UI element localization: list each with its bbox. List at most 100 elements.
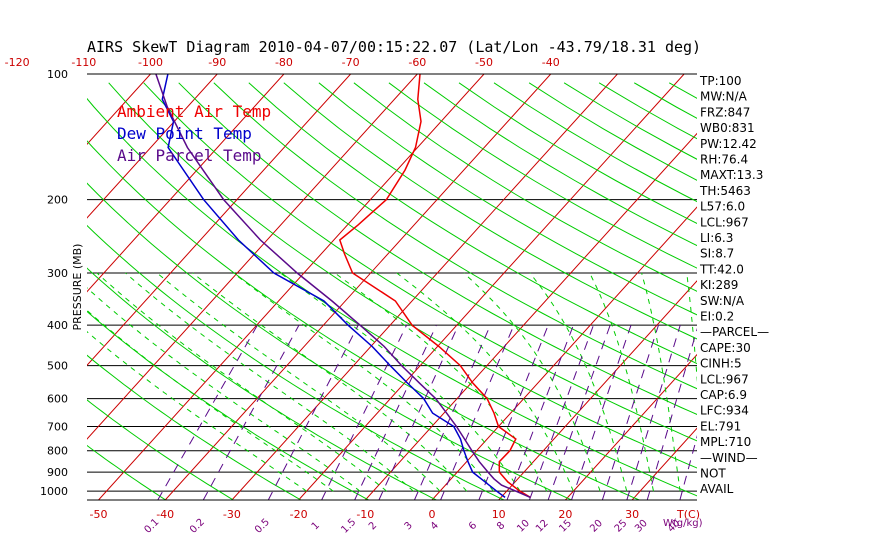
mixing-ratio-tick: 20 bbox=[588, 518, 605, 535]
top-temp-tick: -50 bbox=[475, 56, 493, 69]
dry-adiabat-line bbox=[87, 444, 166, 500]
bottom-temp-tick: -50 bbox=[90, 508, 108, 521]
isotherm-line bbox=[87, 74, 352, 367]
stat-line: LI:6.3 bbox=[700, 231, 733, 245]
bottom-temp-tick: 10 bbox=[492, 508, 506, 521]
stat-line: MPL:710 bbox=[700, 435, 751, 449]
pressure-tick: 200 bbox=[47, 194, 68, 207]
stat-line: EL:791 bbox=[700, 419, 741, 433]
mixing-ratio-tick: 8 bbox=[495, 520, 507, 532]
moist-adiabat-line bbox=[96, 272, 387, 492]
dry-adiabat-line bbox=[87, 224, 505, 500]
pressure-tick: 300 bbox=[47, 267, 68, 280]
isotherm-line bbox=[87, 74, 418, 440]
stat-line: TT:42.0 bbox=[699, 262, 744, 276]
mixing-ratio-tick: 2 bbox=[367, 520, 379, 532]
pressure-tick: 400 bbox=[47, 319, 68, 332]
moist-adiabat-line bbox=[463, 272, 601, 492]
mixing-ratio-tick: 0.2 bbox=[188, 517, 207, 536]
isotherm-line bbox=[87, 74, 218, 219]
isotherm-line bbox=[0, 74, 17, 500]
ambient-temp-line bbox=[338, 74, 531, 499]
stat-line: LFC:934 bbox=[700, 404, 749, 418]
mixing-ratio-line bbox=[601, 325, 659, 500]
stat-line: TH:5463 bbox=[699, 184, 751, 198]
mixing-ratio-line bbox=[378, 324, 459, 500]
isotherm-line bbox=[498, 280, 697, 500]
isotherm-line bbox=[98, 74, 485, 500]
dewpoint-line bbox=[161, 74, 506, 499]
bottom-temp-tick: 20 bbox=[558, 508, 572, 521]
top-temp-tick: -90 bbox=[208, 56, 226, 69]
pressure-tick: 700 bbox=[47, 421, 68, 434]
mixing-ratio-line bbox=[626, 325, 681, 500]
isotherm-line bbox=[164, 74, 552, 500]
bottom-temp-tick: -40 bbox=[156, 508, 174, 521]
stat-line: —WIND— bbox=[700, 451, 758, 465]
parcel-temp-line bbox=[155, 74, 531, 499]
isotherm-line bbox=[298, 74, 685, 500]
moist-adiabat-line bbox=[125, 272, 414, 492]
dry-adiabat-line bbox=[108, 82, 697, 469]
pressure-tick: 600 bbox=[47, 393, 68, 406]
stat-line: EI:0.2 bbox=[700, 310, 734, 324]
stat-line: NOT bbox=[700, 467, 726, 481]
chart-title: AIRS SkewT Diagram 2010-04-07/00:15:22.0… bbox=[87, 38, 701, 56]
dry-adiabat-line bbox=[248, 82, 697, 365]
mixing-ratio-tick: 0.5 bbox=[253, 517, 272, 536]
top-temp-tick: -70 bbox=[342, 56, 360, 69]
bottom-temp-tick: 30 bbox=[625, 508, 639, 521]
top-temp-tick: -100 bbox=[138, 56, 163, 69]
pressure-tick: 500 bbox=[47, 360, 68, 373]
stat-line: TP:100 bbox=[699, 74, 742, 88]
mixing-ratio-tick: 3 bbox=[403, 520, 415, 532]
stat-line: PW:12.42 bbox=[700, 137, 757, 151]
stat-line: KI:289 bbox=[700, 278, 738, 292]
dry-adiabat-line bbox=[458, 82, 697, 224]
dry-adiabat-line bbox=[178, 82, 697, 416]
stat-line: RH:76.4 bbox=[700, 153, 748, 167]
isotherm-line bbox=[231, 74, 618, 500]
mixing-ratio-tick: 1 bbox=[310, 520, 322, 532]
bottom-temp-tick: -30 bbox=[223, 508, 241, 521]
legend-entry: Air Parcel Temp bbox=[117, 146, 262, 165]
pressure-tick: 800 bbox=[47, 445, 68, 458]
bottom-temp-tick: 0 bbox=[429, 508, 436, 521]
isotherm-line bbox=[631, 427, 697, 500]
dry-adiabat-line bbox=[213, 82, 697, 390]
moist-adiabat-line bbox=[192, 272, 468, 492]
dry-adiabat-line bbox=[143, 82, 697, 442]
isotherm-line bbox=[364, 132, 697, 500]
stat-line: —PARCEL— bbox=[700, 325, 769, 339]
stat-line: L57:6.0 bbox=[700, 200, 745, 214]
moist-adiabat-line bbox=[529, 272, 628, 492]
stat-line: LCL:967 bbox=[700, 215, 749, 229]
dry-adiabat-line bbox=[283, 82, 697, 340]
mixing-ratio-tick: 10 bbox=[515, 518, 532, 535]
stat-line: AVAIL bbox=[700, 482, 734, 496]
isotherm-line bbox=[565, 353, 697, 500]
mixing-ratio-line bbox=[354, 324, 437, 500]
bottom-temp-tick: -10 bbox=[356, 508, 374, 521]
legend-entry: Dew Point Temp bbox=[117, 124, 252, 143]
mixing-ratio-line bbox=[157, 324, 258, 500]
stat-line: FRZ:847 bbox=[700, 105, 750, 119]
dry-adiabat-line bbox=[87, 354, 302, 500]
top-temp-tick: -40 bbox=[542, 56, 560, 69]
mixing-ratio-line bbox=[547, 324, 611, 500]
moist-adiabat-line bbox=[87, 287, 361, 492]
mixing-ratio-line bbox=[414, 324, 491, 500]
mixing-ratio-tick: 6 bbox=[467, 520, 479, 532]
pressure-tick: 900 bbox=[47, 466, 68, 479]
legend-entry: Ambient Air Temp bbox=[117, 102, 271, 121]
moist-adiabat-line bbox=[641, 272, 681, 492]
moist-adiabat-line bbox=[233, 272, 494, 492]
moist-adiabat-line bbox=[334, 272, 548, 492]
dry-adiabat-line bbox=[318, 82, 697, 316]
dry-adiabat-line bbox=[388, 82, 697, 269]
stat-line: WB0:831 bbox=[700, 121, 755, 135]
bottom-temp-unit: T(C) bbox=[676, 508, 700, 521]
dry-adiabat-line bbox=[87, 182, 572, 500]
